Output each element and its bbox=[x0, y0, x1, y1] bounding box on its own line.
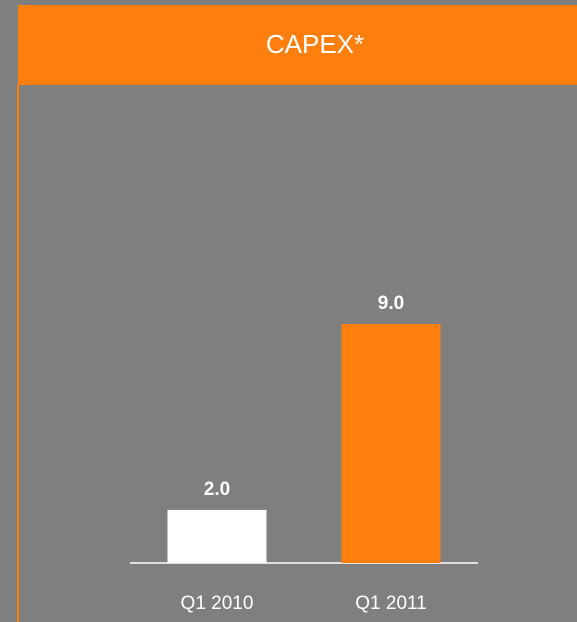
data-label: 2.0 bbox=[204, 479, 230, 500]
bar bbox=[167, 509, 267, 563]
data-label: 9.0 bbox=[378, 293, 404, 314]
left-border bbox=[17, 85, 19, 622]
x-tick-label: Q1 2011 bbox=[355, 593, 426, 614]
title-banner bbox=[18, 5, 577, 85]
bar bbox=[341, 324, 441, 563]
x-tick-label: Q1 2010 bbox=[181, 593, 254, 614]
chart-title: CAPEX* bbox=[266, 29, 364, 59]
